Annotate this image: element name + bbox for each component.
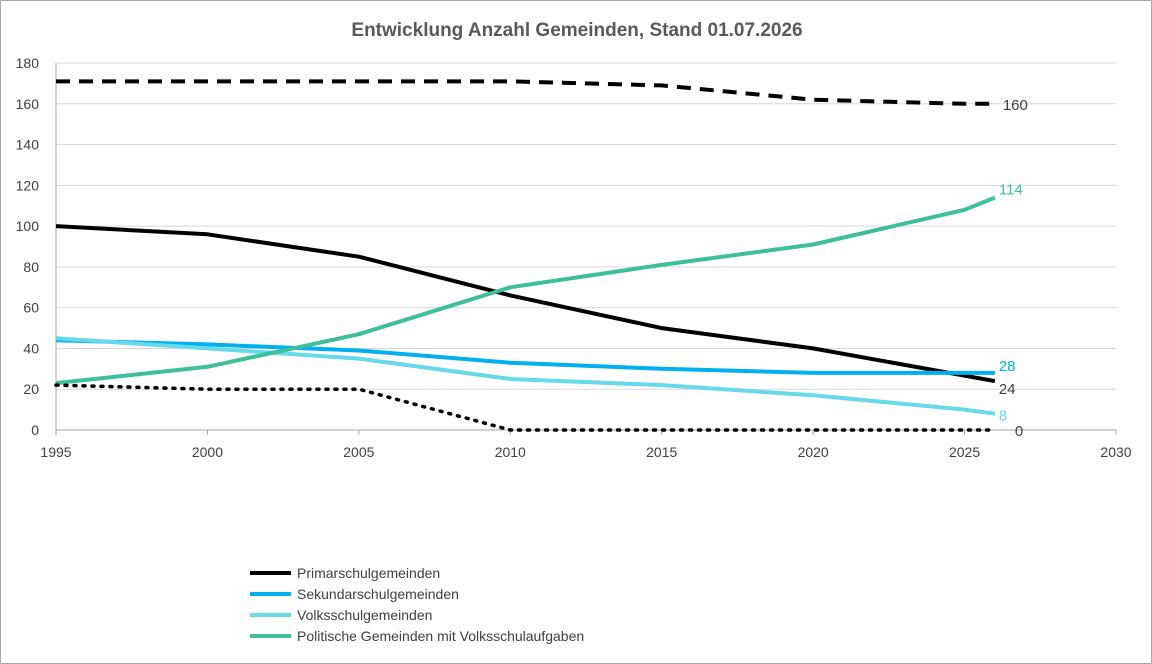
x-tick-label: 2010 bbox=[495, 444, 526, 460]
y-tick-label: 180 bbox=[16, 55, 40, 71]
gridlines bbox=[56, 62, 1116, 390]
x-tick-label: 2015 bbox=[646, 444, 677, 460]
data-label: 8 bbox=[999, 408, 1007, 425]
legend-label: Politische Gemeinden mit Volksschulaufga… bbox=[297, 628, 584, 644]
data-label: 0 bbox=[1015, 423, 1023, 440]
y-tick-label: 140 bbox=[16, 137, 40, 153]
x-tick-label: 2005 bbox=[343, 444, 374, 460]
legend: Primarschulgemeinden Sekundarschulgemeind… bbox=[250, 565, 584, 644]
legend-label: Sekundarschulgemeinden bbox=[297, 586, 459, 602]
y-tick-label: 40 bbox=[23, 340, 39, 356]
y-tick-label: 100 bbox=[16, 218, 40, 234]
series-line-dashed bbox=[56, 79, 995, 106]
series-line-0 bbox=[55, 224, 996, 384]
legend-label: Volksschulgemeinden bbox=[297, 607, 432, 623]
x-tick-label: 1995 bbox=[40, 444, 71, 460]
data-label: 114 bbox=[999, 182, 1023, 199]
y-tick-label: 0 bbox=[31, 422, 39, 438]
series-line-1 bbox=[55, 338, 995, 375]
series-line-3 bbox=[55, 195, 996, 386]
y-tick-label: 160 bbox=[16, 96, 40, 112]
chart-title: Entwicklung Anzahl Gemeinden, Stand 01.0… bbox=[351, 20, 802, 41]
series-line-2 bbox=[55, 336, 996, 416]
data-label: 28 bbox=[999, 358, 1016, 375]
legend-label: Primarschulgemeinden bbox=[297, 565, 440, 581]
y-tick-label: 20 bbox=[23, 381, 39, 397]
y-tick-label: 120 bbox=[16, 177, 40, 193]
y-tick-label: 60 bbox=[23, 300, 39, 316]
x-tick-label: 2020 bbox=[798, 444, 829, 460]
end-labels: 24 28 8 114 160 0 bbox=[999, 97, 1028, 440]
data-label: 24 bbox=[999, 381, 1016, 398]
series-line-dotted bbox=[54, 383, 997, 432]
x-tick-label: 2000 bbox=[192, 444, 223, 460]
series-layer bbox=[54, 79, 997, 432]
data-label: 160 bbox=[1003, 97, 1028, 114]
x-tick-label: 2030 bbox=[1100, 444, 1131, 460]
x-tick-label: 2025 bbox=[949, 444, 980, 460]
y-tick-label: 80 bbox=[23, 259, 39, 275]
